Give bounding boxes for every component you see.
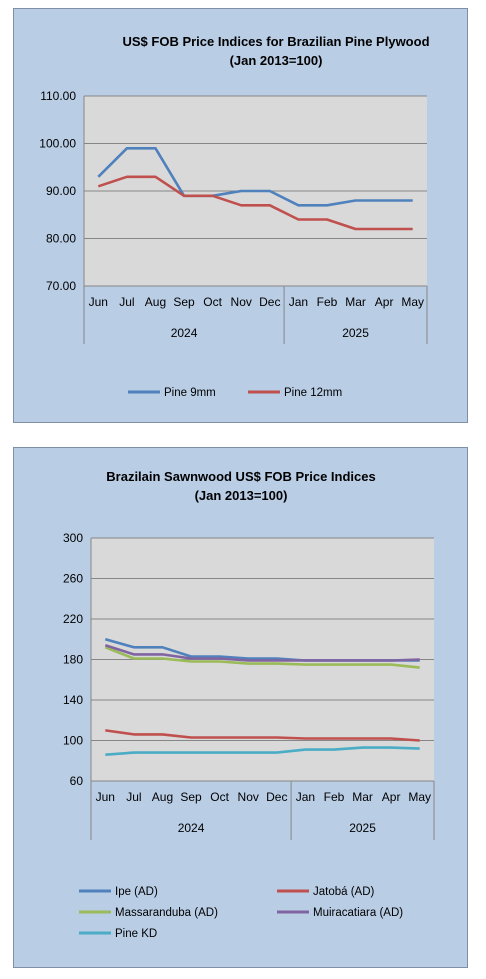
x-tick-label: May [401,295,424,309]
legend-label: Muiracatiara (AD) [313,907,403,919]
x-tick-label: Feb [317,295,338,309]
series-line [97,147,413,207]
series-line [104,644,420,662]
y-tick-label: 180 [63,653,83,667]
x-tick-label: Aug [145,295,166,309]
year-label: 2024 [171,326,198,340]
y-tick-label: 70.00 [46,279,76,293]
x-tick-label: Apr [375,295,394,309]
y-tick-label: 90.00 [46,184,76,198]
legend-label: Massaranduba (AD) [115,907,218,919]
x-tick-label: Sep [180,790,202,804]
year-label: 2025 [342,326,369,340]
legend-label: Pine 12mm [284,387,342,399]
y-tick-label: 220 [63,612,83,626]
series-line [105,746,420,756]
y-tick-label: 100 [63,734,83,748]
x-tick-label: Jan [289,295,308,309]
x-tick-label: Feb [324,790,345,804]
year-label: 2024 [178,821,205,835]
x-tick-label: Oct [210,790,229,804]
x-tick-label: May [408,790,431,804]
x-tick-label: Nov [231,295,252,309]
plywood-chart: US$ FOB Price Indices for Brazilian Pine… [39,34,429,399]
sawnwood-chart-panel: Brazilain Sawnwood US$ FOB Price Indices… [13,447,468,968]
y-tick-label: 140 [63,693,83,707]
x-tick-label: Jan [296,790,315,804]
legend-label: Ipe (AD) [115,886,158,898]
plot-area: 70.00 80.00 90.00 100.00 110.00 Jun Jul Aug Sep O… [39,89,428,399]
year-label: 2025 [349,821,376,835]
x-tick-label: Jul [126,790,141,804]
x-tick-label: Nov [238,790,259,804]
x-tick-label: Dec [259,295,280,309]
x-tick-label: Dec [266,790,287,804]
x-tick-label: Mar [352,790,373,804]
chart-subtitle: (Jan 2013=100) [195,488,288,503]
legend-label: Pine 9mm [164,387,216,399]
x-tick-label: Aug [152,790,173,804]
y-tick-label: 300 [63,531,83,545]
x-tick-label: Apr [382,790,401,804]
x-tick-label: Mar [345,295,366,309]
chart-title: Brazilain Sawnwood US$ FOB Price Indices [106,469,375,484]
x-tick-label: Jun [89,295,108,309]
y-tick-label: 260 [63,572,83,586]
legend-label: Jatobá (AD) [313,886,375,898]
x-tick-label: Sep [173,295,195,309]
series-line [105,729,420,742]
y-tick-label: 100.00 [39,137,76,151]
legend-label: Pine KD [115,928,157,940]
y-tick-label: 80.00 [46,232,76,246]
y-tick-label: 110.00 [40,89,76,103]
chart-subtitle: (Jan 2013=100) [230,53,323,68]
series-line [97,175,413,231]
chart-title: US$ FOB Price Indices for Brazilian Pine… [122,34,429,49]
x-tick-label: Jul [119,295,134,309]
plot-area: 60 100 140 180 220 260 300 Jun Jul Aug Sep Oct Nov De… [63,531,435,940]
sawnwood-chart: Brazilain Sawnwood US$ FOB Price Indices… [63,469,435,940]
x-tick-label: Jun [96,790,115,804]
y-tick-label: 60 [70,774,84,788]
x-tick-label: Oct [203,295,222,309]
series-line [104,646,420,669]
plywood-chart-panel: US$ FOB Price Indices for Brazilian Pine… [13,8,468,423]
